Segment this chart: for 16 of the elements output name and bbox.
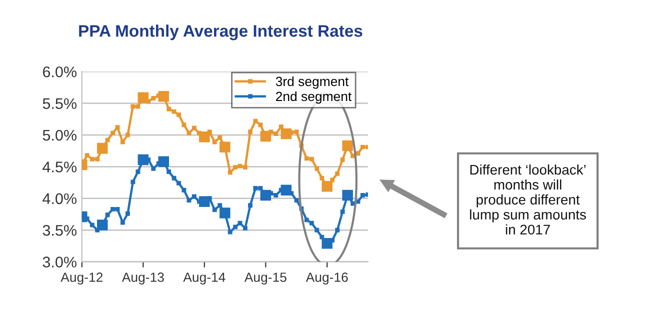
y-tick-label: 4.0% <box>42 193 76 204</box>
x-tick-label: Aug-15 <box>244 272 286 285</box>
y-tick-label: 6.0% <box>42 66 76 78</box>
y-tick-label: 3.5% <box>42 224 76 236</box>
legend-label: 3rd segment <box>276 76 349 89</box>
legend-label: 2nd segment <box>276 91 352 104</box>
y-tick-label: 5.0% <box>42 130 76 141</box>
x-tick-label: Aug-14 <box>183 272 226 285</box>
x-tick-label: Aug-13 <box>122 272 164 285</box>
y-tick-label: 4.5% <box>42 162 76 172</box>
y-tick-label: 3.0% <box>42 256 76 268</box>
y-tick-label: 5.5% <box>42 98 76 109</box>
text: Different ‘lookback’ months will produce different lump sum amounts in 2017 <box>470 164 586 235</box>
chart-title: PPA Monthly Average Interest Rates <box>79 24 362 40</box>
x-tick-label: Aug-12 <box>60 272 103 285</box>
x-tick-label: Aug-16 <box>306 272 348 285</box>
